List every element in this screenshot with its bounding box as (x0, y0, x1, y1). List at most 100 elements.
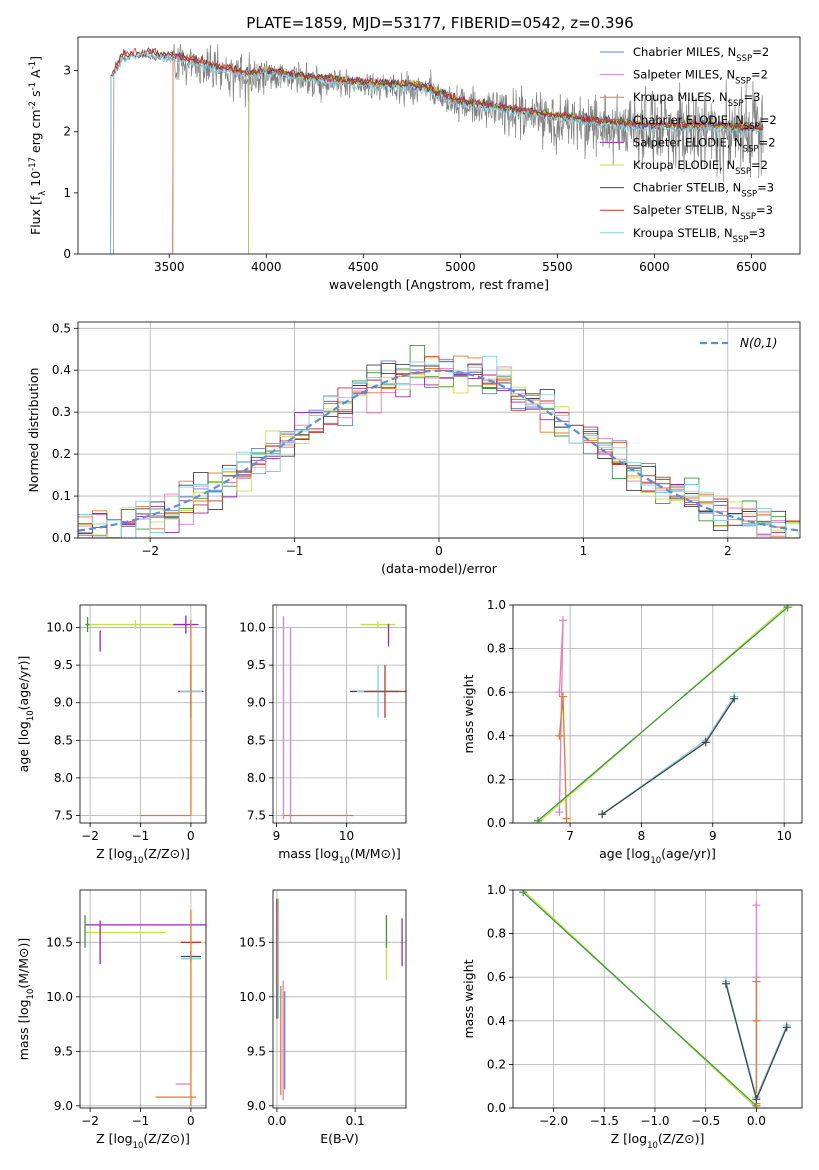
y-tick-label: 9.5 (247, 1044, 266, 1058)
y-tick-label: 10.0 (239, 621, 266, 635)
y-tick-label: 10.0 (46, 990, 73, 1004)
histogram-series (78, 355, 800, 538)
panel-z-age: −2 −1 0 7.5 8.0 8.5 9.0 9.5 10.0 Z [log10(Z/Z⊙)] a… (16, 604, 207, 866)
y-tick-label: 9.5 (247, 658, 266, 672)
x-tick-label: 5500 (542, 260, 573, 274)
y-tick-label: 0.5 (52, 321, 71, 335)
x-tick-label: 0.1 (346, 1114, 365, 1128)
errorbar-point (85, 617, 90, 633)
x-axis-label: wavelength [Angstrom, rest frame] (329, 277, 549, 292)
y-tick-label: 9.0 (54, 696, 73, 710)
y-tick-label: 0 (63, 247, 71, 261)
residual-legend: N(0,1) (700, 336, 777, 350)
x-tick-label: −2 (81, 829, 99, 843)
x-tick-label: 6500 (736, 260, 767, 274)
weight-marker (555, 808, 564, 817)
weight-marker (555, 731, 564, 740)
axes: 9 10 7.5 8.0 8.5 9.0 9.5 10.0 mass [log10(M/M⊙)] (239, 604, 407, 866)
weight-marker (519, 890, 528, 897)
y-tick-label: 1.0 (487, 883, 506, 897)
y-tick-label: 0.2 (52, 447, 71, 461)
y-tick-label: 9.0 (247, 696, 266, 710)
weight-line (601, 696, 735, 815)
x-tick-label: −2 (141, 544, 159, 558)
spectrum-model-line (110, 49, 764, 254)
y-tick-label: 10.5 (239, 935, 266, 949)
histogram-series (78, 356, 800, 538)
panel-mass-age: 9 10 7.5 8.0 8.5 9.0 9.5 10.0 mass [log10(M/M⊙)] (239, 604, 407, 866)
x-tick-label: 4000 (251, 260, 282, 274)
y-tick-label: 1.0 (487, 598, 506, 612)
y-tick-label: 9.0 (54, 1099, 73, 1113)
weight-line (522, 891, 757, 1107)
x-axis-label: (data-model)/error (381, 561, 498, 576)
y-tick-label: 9.5 (54, 1044, 73, 1058)
plot-area (78, 344, 800, 538)
x-tick-label: −1 (132, 829, 150, 843)
weight-line (601, 698, 735, 815)
y-axis-label: Normed distribution (26, 368, 41, 493)
plot-area (519, 890, 791, 1108)
y-tick-label: 0.2 (487, 1057, 506, 1071)
legend-entry: N(0,1) (740, 336, 777, 350)
axes-frame (77, 321, 801, 539)
panel-residuals: −2 −1 0 1 2 0.0 0.1 0.2 0.3 0.4 0.5 (data-model)/er… (26, 321, 801, 576)
y-tick-label: 0.0 (487, 1101, 506, 1115)
y-tick-label: 2 (63, 125, 71, 139)
y-tick-label: 0.2 (487, 772, 506, 786)
x-tick-label: 0 (435, 544, 443, 558)
weight-marker (533, 816, 542, 823)
weight-marker (752, 1016, 761, 1025)
panel-age-weight: 7 8 9 10 0.0 0.2 0.4 0.6 0.8 1.0 age [log10(age/yr… (461, 598, 803, 866)
axes-frame (272, 889, 407, 1109)
weight-marker (558, 616, 567, 625)
plot-area (533, 605, 792, 823)
axes-frame (512, 889, 803, 1109)
x-axis-label: Z [log10(Z/Z⊙)] (611, 1131, 705, 1151)
y-tick-label: 0.0 (487, 816, 506, 830)
legend-entry: Salpeter MILES, NSSP=2 (633, 68, 768, 87)
y-tick-label: 8.0 (54, 771, 73, 785)
x-tick-label: −1.0 (640, 1114, 669, 1128)
x-axis-label: Z [log10(Z/Z⊙)] (96, 846, 190, 866)
axes: 7 8 9 10 0.0 0.2 0.4 0.6 0.8 1.0 age [log10(age/yr… (461, 598, 803, 866)
y-tick-label: 0.0 (52, 531, 71, 545)
x-tick-label: 9 (273, 829, 281, 843)
axes: 0.0 0.1 9.0 9.5 10.0 10.5 E(B-V) (239, 889, 407, 1146)
spectrum-model-line (110, 47, 764, 254)
panel-spectrum: 3500 4000 4500 5000 5500 6000 6500 0 1 2 3 waveleng… (28, 36, 801, 292)
y-tick-label: 7.5 (247, 808, 266, 822)
y-tick-label: 10.0 (239, 990, 266, 1004)
weight-marker (752, 901, 761, 910)
y-tick-label: 9.0 (247, 1099, 266, 1113)
axes-frame (79, 889, 207, 1109)
weight-marker (730, 694, 739, 703)
axes: −2 −1 0 9.0 9.5 10.0 10.5 Z [log10(Z/Z⊙)] mass [… (16, 889, 207, 1151)
panel-ebv-mass: 0.0 0.1 9.0 9.5 10.0 10.5 E(B-V) (239, 889, 407, 1146)
legend-entry: Chabrier ELODIE, NSSP=2 (633, 113, 777, 132)
x-tick-label: −1.5 (590, 1114, 619, 1128)
weight-marker (782, 1023, 791, 1032)
plot-area (282, 616, 406, 823)
y-tick-label: 0.4 (487, 729, 506, 743)
x-tick-label: 7 (566, 829, 574, 843)
legend-entry: Chabrier MILES, NSSP=2 (633, 45, 769, 64)
y-tick-label: 8.5 (247, 733, 266, 747)
weight-marker (558, 692, 567, 701)
errorbar-point (173, 615, 199, 634)
panel-z-mass: −2 −1 0 9.0 9.5 10.0 10.5 Z [log10(Z/Z⊙)] mass [… (16, 889, 207, 1151)
y-tick-label: 0.8 (487, 642, 506, 656)
panel-z-weight: −2.0 −1.5 −1.0 −0.5 0.0 0.0 0.2 0.4 0.6 0.8 1.0 Z [… (461, 883, 803, 1151)
y-tick-label: 8.5 (54, 733, 73, 747)
x-tick-label: 2 (724, 544, 732, 558)
axes: 3500 4000 4500 5000 5500 6000 6500 0 1 2 3 waveleng… (28, 36, 801, 292)
weight-marker (562, 814, 571, 823)
spectrum-data-line (111, 43, 764, 254)
weight-line (537, 606, 789, 822)
y-tick-label: 0.4 (52, 363, 71, 377)
axes: −2.0 −1.5 −1.0 −0.5 0.0 0.0 0.2 0.4 0.6 0.8 1.0 Z [… (461, 883, 803, 1151)
x-tick-label: 0.0 (747, 1114, 766, 1128)
axes-frame (272, 604, 407, 824)
y-tick-label: 10.5 (46, 935, 73, 949)
